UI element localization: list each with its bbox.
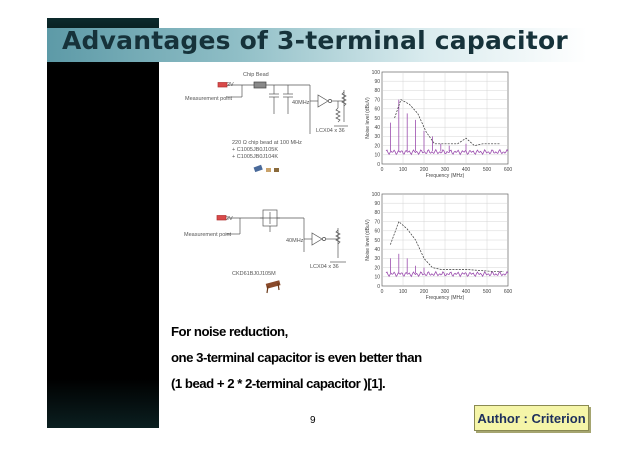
x-tick-label: 0	[381, 167, 384, 173]
bottom-ic-label: LCX04 x 36	[310, 264, 339, 270]
figure: Chip Bead 2V Measurement point 40MHz LCX…	[184, 70, 512, 301]
y-tick-label: 30	[374, 256, 380, 262]
bottom-circuit	[216, 209, 346, 263]
top-circuit	[217, 81, 348, 134]
bottom-voltage-label: 2V	[226, 216, 233, 222]
y-tick-label: 50	[374, 116, 380, 122]
x-tick-label: 100	[399, 167, 408, 173]
y-tick-label: 60	[374, 229, 380, 235]
component-photo-bottom	[265, 280, 281, 294]
page-number: 9	[310, 415, 316, 426]
y-tick-label: 40	[374, 247, 380, 253]
y-tick-label: 30	[374, 134, 380, 140]
x-tick-label: 100	[399, 289, 408, 295]
x-tick-label: 500	[483, 289, 492, 295]
slide-title: Advantages of 3-terminal capacitor	[62, 26, 568, 55]
noise-floor-trace	[385, 270, 509, 278]
x-axis-label: Frequency (MHz)	[426, 173, 465, 179]
y-tick-label: 100	[372, 70, 381, 76]
y-tick-label: 90	[374, 201, 380, 207]
envelope-trace	[394, 99, 500, 146]
component-photos-top	[253, 164, 279, 173]
y-tick-label: 0	[377, 162, 380, 168]
y-axis-label: Noise level (dBuV)	[365, 219, 371, 261]
body-line-1: For noise reduction,	[171, 324, 288, 339]
envelope-trace	[390, 220, 504, 272]
y-axis-label: Noise level (dBuV)	[365, 97, 371, 139]
x-tick-label: 600	[504, 167, 513, 173]
y-tick-label: 40	[374, 125, 380, 131]
x-tick-label: 300	[441, 289, 450, 295]
x-axis-label: Frequency (MHz)	[426, 295, 465, 301]
title-band	[47, 28, 587, 62]
y-tick-label: 60	[374, 107, 380, 113]
x-tick-label: 400	[462, 167, 471, 173]
x-tick-label: 500	[483, 167, 492, 173]
top-note-1: 220 Ω chip bead at 100 MHz	[232, 140, 302, 146]
y-tick-label: 10	[374, 275, 380, 281]
y-tick-label: 0	[377, 284, 380, 290]
x-tick-label: 600	[504, 289, 513, 295]
author-badge: Author : Criterion	[474, 405, 589, 431]
body-line-2: one 3-terminal capacitor is even better …	[171, 350, 422, 365]
top-measurement-label: Measurement point	[185, 96, 233, 102]
y-tick-label: 80	[374, 88, 380, 94]
y-tick-label: 20	[374, 265, 380, 271]
chip-bead-label: Chip Bead	[243, 72, 269, 78]
bottom-measurement-label: Measurement point	[184, 232, 232, 238]
x-tick-label: 300	[441, 167, 450, 173]
top-note-2: + C1005JB0J105K	[232, 147, 278, 153]
y-tick-label: 10	[374, 153, 380, 159]
y-tick-label: 50	[374, 238, 380, 244]
top-voltage-label: 2V	[227, 82, 234, 88]
x-tick-label: 200	[420, 289, 429, 295]
y-tick-label: 90	[374, 79, 380, 85]
left-decor-bar	[47, 18, 159, 428]
top-note-3: + C1005JB0J104K	[232, 154, 278, 160]
top-clock-label: 40MHz	[292, 100, 310, 106]
x-tick-label: 0	[381, 289, 384, 295]
y-tick-label: 80	[374, 210, 380, 216]
y-tick-label: 20	[374, 143, 380, 149]
y-tick-label: 70	[374, 97, 380, 103]
bottom-clock-label: 40MHz	[286, 238, 304, 244]
bottom-part-label: CKD61BJ0J105M	[232, 271, 276, 277]
x-tick-label: 400	[462, 289, 471, 295]
y-tick-label: 100	[372, 192, 381, 198]
y-tick-label: 70	[374, 219, 380, 225]
x-tick-label: 200	[420, 167, 429, 173]
body-line-3: (1 bead + 2 * 2-terminal capacitor )[1].	[171, 376, 386, 391]
noise-floor-trace	[385, 148, 509, 156]
top-ic-label: LCX04 x 36	[316, 128, 345, 134]
